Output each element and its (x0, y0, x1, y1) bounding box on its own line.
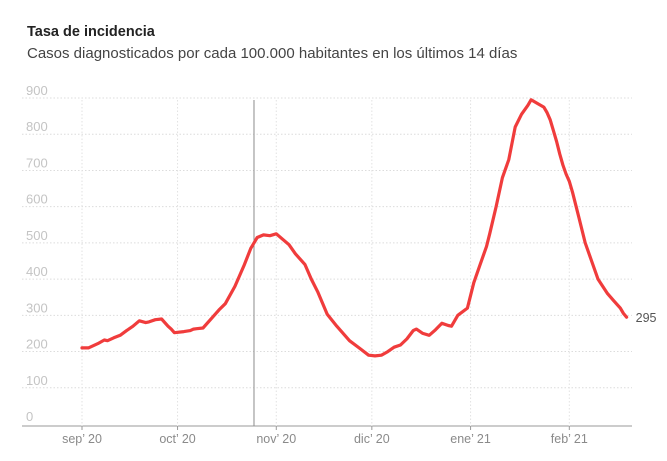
y-tick-label: 300 (26, 300, 48, 315)
x-tick-label: sep’ 20 (62, 432, 102, 446)
y-tick-label: 800 (26, 119, 48, 134)
y-tick-label: 700 (26, 155, 48, 170)
y-tick-label: 100 (26, 373, 48, 388)
y-tick-label: 900 (26, 83, 48, 98)
y-tick-label: 0 (26, 409, 33, 424)
grid (22, 97, 632, 427)
y-tick-label: 600 (26, 192, 48, 207)
x-tick-label: oct’ 20 (159, 432, 195, 446)
y-tick-label: 500 (26, 228, 48, 243)
x-tick-label: nov’ 20 (256, 432, 296, 446)
chart-title: Tasa de incidencia (27, 24, 155, 40)
x-axis-ticks: sep’ 20 oct’ 20 nov’ 20 dic’ 20 ene’ 21 feb’ … (62, 426, 588, 446)
y-axis-ticks: 0 100 200 300 400 500 600 700 800 900 (26, 83, 48, 424)
series-end-label: 295 (636, 311, 657, 325)
series-line (80, 98, 629, 358)
y-tick-label: 400 (26, 264, 48, 279)
x-tick-label: ene’ 21 (450, 432, 491, 446)
y-tick-label: 200 (26, 337, 48, 352)
x-tick-label: dic’ 20 (354, 432, 390, 446)
series-layer: 295 (80, 98, 657, 358)
chart-subtitle: Casos diagnosticados por cada 100.000 ha… (27, 45, 518, 62)
x-tick-label: feb’ 21 (551, 432, 588, 446)
